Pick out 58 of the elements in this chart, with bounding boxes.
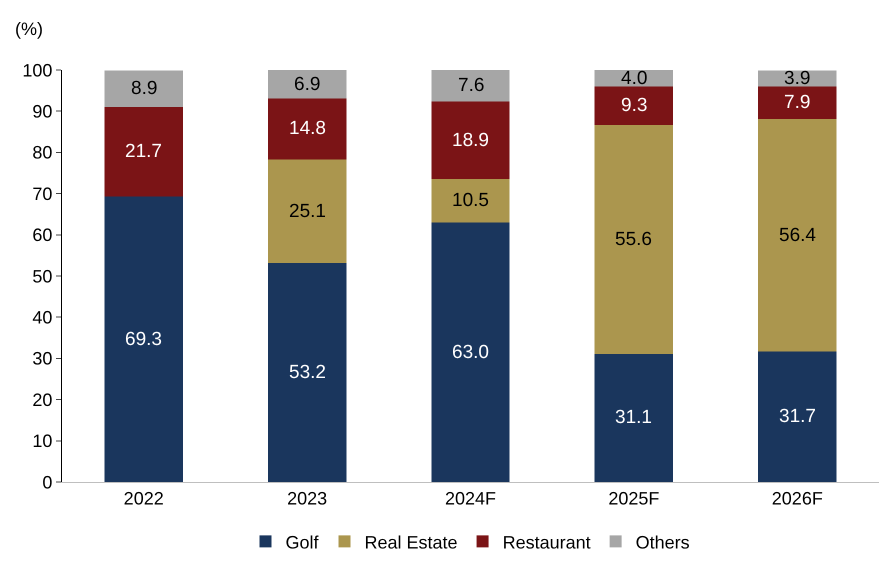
- y-tick-label: 20: [32, 390, 52, 410]
- y-tick-label: 50: [32, 266, 52, 286]
- data-label: 53.2: [289, 362, 326, 383]
- bar: [104, 107, 183, 196]
- y-tick-label: 80: [32, 142, 52, 163]
- data-label: 25.1: [289, 201, 326, 222]
- data-label: 31.7: [779, 406, 816, 427]
- bar: [268, 70, 346, 98]
- data-label: 31.1: [615, 407, 652, 428]
- bar: [758, 86, 837, 120]
- data-label: 8.9: [131, 78, 158, 99]
- bar: [758, 351, 837, 482]
- y-tick-label: 100: [22, 60, 52, 80]
- data-label: 6.9: [294, 74, 320, 95]
- bar: [104, 70, 183, 108]
- y-tick-label: 90: [32, 102, 52, 122]
- legend-label: Golf: [286, 532, 320, 552]
- data-label: 55.6: [615, 229, 652, 250]
- y-tick-label: 10: [32, 431, 52, 452]
- bar: [594, 124, 674, 354]
- bar: [431, 101, 510, 180]
- x-tick-label: 2023: [287, 488, 328, 509]
- bar: [431, 179, 510, 222]
- y-tick-label: 60: [32, 225, 52, 246]
- y-tick-label: 40: [32, 308, 52, 328]
- bar: [431, 222, 510, 482]
- y-tick-label: 70: [32, 184, 52, 204]
- data-label: 56.4: [779, 225, 816, 246]
- bar: [104, 196, 183, 482]
- bar: [594, 70, 674, 86]
- data-label: 4.0: [621, 68, 648, 89]
- bar: [594, 86, 674, 125]
- data-label: 7.9: [784, 92, 810, 113]
- data-label: 7.6: [458, 75, 484, 96]
- bar: [268, 262, 346, 482]
- x-tick-label: 2026F: [772, 488, 823, 509]
- data-label: 10.5: [452, 190, 489, 211]
- legend-label: Restaurant: [502, 532, 591, 552]
- data-label: 21.7: [125, 141, 162, 162]
- bar: [268, 98, 346, 160]
- data-label: 69.3: [125, 329, 162, 350]
- data-label: 3.9: [784, 68, 810, 89]
- x-tick-label: 2025F: [608, 488, 660, 509]
- y-tick-label: 30: [32, 348, 52, 369]
- x-tick-label: 2022: [124, 488, 164, 509]
- legend-label: Real Estate: [364, 532, 458, 552]
- bar: [594, 354, 674, 482]
- data-label: 14.8: [289, 118, 326, 139]
- data-label: 9.3: [621, 95, 648, 116]
- y-tick-label: 0: [42, 472, 52, 492]
- y-axis-title: (%): [15, 19, 43, 39]
- data-label: 63.0: [452, 342, 489, 363]
- x-tick-label: 2024F: [444, 488, 496, 509]
- bar: [431, 70, 510, 102]
- bar: [268, 159, 346, 263]
- bar: [758, 119, 837, 352]
- data-label: 18.9: [452, 130, 489, 151]
- legend-label: Others: [636, 532, 690, 552]
